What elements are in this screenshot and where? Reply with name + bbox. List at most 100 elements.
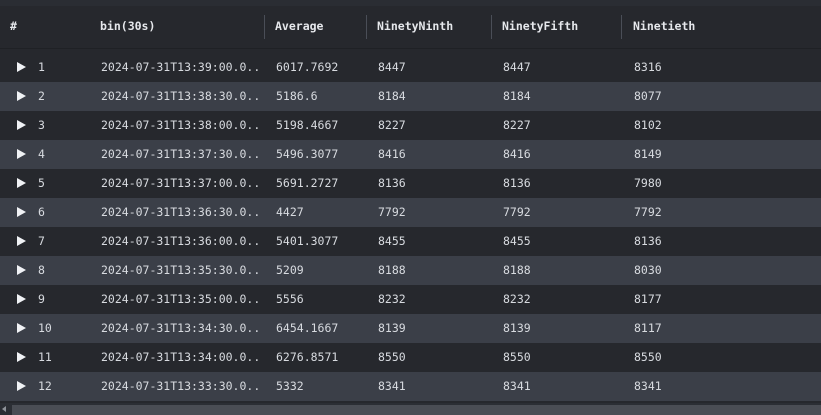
column-resize-handle[interactable] — [621, 15, 622, 39]
table-row[interactable]: 4 2024-07-31T13:37:30.0... 5496.3077 8416 84… — [0, 140, 821, 169]
row-index-cell: 4 — [38, 147, 45, 161]
ninetieth-cell: 8341 — [634, 379, 662, 393]
average-cell: 4427 — [276, 205, 304, 219]
bin-cell: 2024-07-31T13:36:00.0... — [101, 234, 263, 248]
row-index-cell: 9 — [38, 292, 45, 306]
bin-cell: 2024-07-31T13:37:30.0... — [101, 147, 263, 161]
play-triangle-icon[interactable] — [17, 352, 26, 362]
ninety-fifth-cell: 8136 — [503, 176, 531, 190]
horizontal-scrollbar[interactable] — [0, 403, 821, 415]
ninety-fifth-cell: 8455 — [503, 234, 531, 248]
bin-cell: 2024-07-31T13:37:00.0... — [101, 176, 263, 190]
ninety-ninth-cell: 8455 — [378, 234, 406, 248]
table-row[interactable]: 11 2024-07-31T13:34:00.0... 6276.8571 8550 8… — [0, 343, 821, 372]
column-header-ninety-fifth[interactable]: NinetyFifth — [502, 19, 579, 33]
table-body: 1 2024-07-31T13:39:00.0... 6017.7692 8447 84… — [0, 53, 821, 401]
ninetieth-cell: 8077 — [634, 89, 662, 103]
table-row[interactable]: 9 2024-07-31T13:35:00.0... 5556 8232 8232 817… — [0, 285, 821, 314]
table-row[interactable]: 7 2024-07-31T13:36:00.0... 5401.3077 8455 84… — [0, 227, 821, 256]
row-index-cell: 10 — [38, 321, 52, 335]
table-row[interactable]: 8 2024-07-31T13:35:30.0... 5209 8188 8188 803… — [0, 256, 821, 285]
row-index-cell: 8 — [38, 263, 45, 277]
table-row[interactable]: 5 2024-07-31T13:37:00.0... 5691.2727 8136 81… — [0, 169, 821, 198]
row-index-cell: 6 — [38, 205, 45, 219]
ninetieth-cell: 8316 — [634, 60, 662, 74]
ninety-fifth-cell: 8416 — [503, 147, 531, 161]
row-index-cell: 5 — [38, 176, 45, 190]
ninety-fifth-cell: 8447 — [503, 60, 531, 74]
table-row[interactable]: 6 2024-07-31T13:36:30.0... 4427 7792 7792 779… — [0, 198, 821, 227]
ninety-ninth-cell: 8550 — [378, 350, 406, 364]
ninetieth-cell: 8030 — [634, 263, 662, 277]
average-cell: 6017.7692 — [276, 60, 339, 74]
ninety-ninth-cell: 8232 — [378, 292, 406, 306]
ninety-fifth-cell: 8550 — [503, 350, 531, 364]
row-index-cell: 12 — [38, 379, 52, 393]
ninety-fifth-cell: 8184 — [503, 89, 531, 103]
play-triangle-icon[interactable] — [17, 265, 26, 275]
average-cell: 6276.8571 — [276, 350, 339, 364]
ninety-ninth-cell: 7792 — [378, 205, 406, 219]
ninety-ninth-cell: 8188 — [378, 263, 406, 277]
column-resize-handle[interactable] — [264, 15, 265, 39]
ninetieth-cell: 7792 — [634, 205, 662, 219]
table-row[interactable]: 2 2024-07-31T13:38:30.0... 5186.6 8184 8184 8… — [0, 82, 821, 111]
ninetieth-cell: 8177 — [634, 292, 662, 306]
play-triangle-icon[interactable] — [17, 294, 26, 304]
average-cell: 6454.1667 — [276, 321, 339, 335]
bin-cell: 2024-07-31T13:34:30.0... — [101, 321, 263, 335]
table-row[interactable]: 1 2024-07-31T13:39:00.0... 6017.7692 8447 84… — [0, 53, 821, 82]
average-cell: 5186.6 — [276, 89, 318, 103]
ninety-fifth-cell: 8232 — [503, 292, 531, 306]
play-triangle-icon[interactable] — [17, 323, 26, 333]
play-triangle-icon[interactable] — [17, 207, 26, 217]
scrollbar-thumb[interactable] — [12, 405, 821, 415]
ninety-ninth-cell: 8416 — [378, 147, 406, 161]
column-header-ninetieth[interactable]: Ninetieth — [633, 19, 696, 33]
table-row[interactable]: 12 2024-07-31T13:33:30.0... 5332 8341 8341 83… — [0, 372, 821, 401]
row-index-cell: 2 — [38, 89, 45, 103]
average-cell: 5209 — [276, 263, 304, 277]
column-header-ninety-ninth[interactable]: NinetyNinth — [377, 19, 454, 33]
row-index-cell: 1 — [38, 60, 45, 74]
bin-cell: 2024-07-31T13:33:30.0... — [101, 379, 263, 393]
column-header-index[interactable]: # — [10, 19, 17, 33]
top-border — [0, 0, 821, 6]
ninetieth-cell: 8117 — [634, 321, 662, 335]
average-cell: 5556 — [276, 292, 304, 306]
table-header: # bin(30s) Average NinetyNinth NinetyFif… — [0, 6, 821, 49]
ninety-ninth-cell: 8184 — [378, 89, 406, 103]
column-header-bin[interactable]: bin(30s) — [100, 19, 156, 33]
average-cell: 5496.3077 — [276, 147, 339, 161]
play-triangle-icon[interactable] — [17, 178, 26, 188]
ninety-fifth-cell: 8227 — [503, 118, 531, 132]
table-row[interactable]: 3 2024-07-31T13:38:00.0... 5198.4667 8227 82… — [0, 111, 821, 140]
play-triangle-icon[interactable] — [17, 91, 26, 101]
ninety-ninth-cell: 8341 — [378, 379, 406, 393]
ninety-fifth-cell: 8188 — [503, 263, 531, 277]
average-cell: 5401.3077 — [276, 234, 339, 248]
average-cell: 5691.2727 — [276, 176, 339, 190]
play-triangle-icon[interactable] — [17, 120, 26, 130]
play-triangle-icon[interactable] — [17, 149, 26, 159]
ninety-ninth-cell: 8447 — [378, 60, 406, 74]
bin-cell: 2024-07-31T13:38:00.0... — [101, 118, 263, 132]
average-cell: 5332 — [276, 379, 304, 393]
row-index-cell: 7 — [38, 234, 45, 248]
play-triangle-icon[interactable] — [17, 381, 26, 391]
bin-cell: 2024-07-31T13:34:00.0... — [101, 350, 263, 364]
ninety-ninth-cell: 8136 — [378, 176, 406, 190]
column-resize-handle[interactable] — [366, 15, 367, 39]
chevron-left-icon[interactable] — [2, 406, 6, 412]
column-resize-handle[interactable] — [491, 15, 492, 39]
bin-cell: 2024-07-31T13:38:30.0... — [101, 89, 263, 103]
row-index-cell: 3 — [38, 118, 45, 132]
column-header-average[interactable]: Average — [275, 19, 324, 33]
ninetieth-cell: 7980 — [634, 176, 662, 190]
bin-cell: 2024-07-31T13:35:00.0... — [101, 292, 263, 306]
ninety-fifth-cell: 8341 — [503, 379, 531, 393]
table-row[interactable]: 10 2024-07-31T13:34:30.0... 6454.1667 8139 8… — [0, 314, 821, 343]
play-triangle-icon[interactable] — [17, 62, 26, 72]
play-triangle-icon[interactable] — [17, 236, 26, 246]
